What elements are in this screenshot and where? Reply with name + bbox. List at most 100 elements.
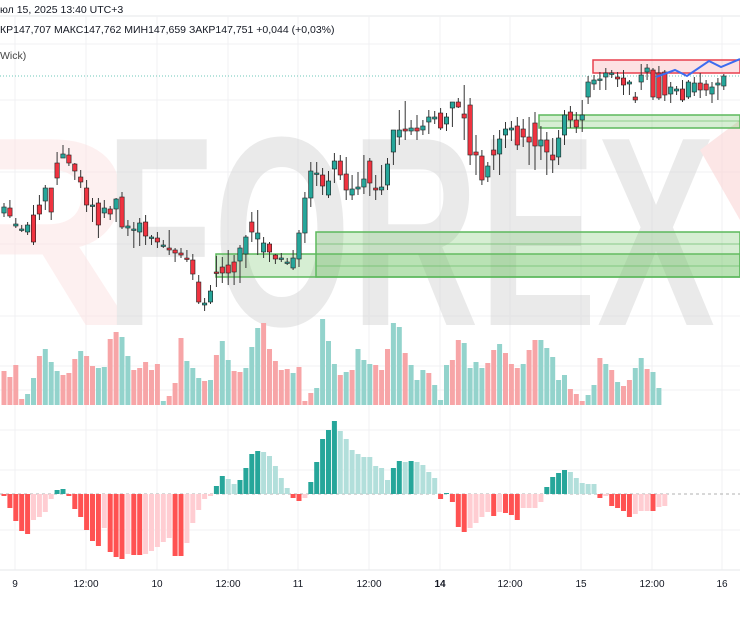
volume-bar — [656, 388, 662, 405]
histogram-bar — [66, 494, 72, 496]
volume-bar — [556, 380, 562, 405]
candle-body — [432, 116, 438, 120]
candle-body — [491, 149, 497, 156]
candle-body — [384, 163, 390, 186]
volume-bar — [314, 388, 320, 405]
histogram-bar — [196, 494, 202, 510]
candle-body — [379, 186, 385, 191]
histogram-bar — [213, 486, 219, 494]
volume-bar — [367, 364, 373, 405]
time-axis-label: 15 — [575, 579, 587, 590]
histogram-bar — [184, 494, 190, 543]
volume-bar — [497, 344, 503, 405]
candle-body — [154, 237, 160, 243]
histogram-bar — [101, 494, 107, 528]
demand-zone — [315, 231, 740, 278]
volume-bar — [166, 396, 172, 405]
volume-bar — [503, 353, 508, 405]
candle-body — [426, 116, 432, 123]
histogram-bar — [314, 462, 320, 494]
volume-bar — [485, 363, 491, 405]
volume-bar — [143, 362, 149, 405]
volume-bar — [202, 381, 208, 405]
histogram-bar — [54, 490, 60, 494]
volume-bar — [36, 356, 42, 405]
candle-body — [266, 243, 272, 253]
candle-body — [650, 69, 656, 98]
volume-bar — [609, 370, 615, 405]
histogram-bar — [438, 494, 444, 499]
candle-body — [355, 186, 361, 190]
indicator-legend[interactable]: Wick) — [0, 50, 27, 62]
volume-bar — [196, 378, 202, 405]
candle-body — [125, 225, 131, 229]
candle-body — [691, 82, 697, 93]
histogram-bar — [60, 489, 66, 494]
histogram-bar — [514, 494, 520, 520]
histogram-bar — [355, 454, 361, 494]
volume-bar — [467, 368, 473, 405]
histogram-bar — [308, 482, 314, 494]
candle-body — [373, 187, 379, 191]
candle-body — [461, 113, 467, 119]
histogram-bar — [302, 494, 308, 498]
histogram-bar — [556, 473, 562, 494]
time-axis-label: 12:00 — [73, 579, 99, 590]
volume-bar — [78, 351, 84, 405]
histogram-bar — [296, 494, 302, 501]
time-axis-label: 12:00 — [356, 579, 382, 590]
histogram-bar — [609, 494, 615, 506]
histogram-bar — [621, 494, 626, 511]
candle-body — [196, 281, 202, 303]
histogram-bar — [597, 494, 603, 498]
candle-body — [325, 180, 331, 196]
histogram-bar — [449, 494, 455, 502]
volume-bar — [603, 364, 609, 405]
volume-bar — [1, 371, 7, 405]
candle-body — [508, 127, 514, 131]
candle-body — [520, 128, 526, 138]
volume-bar — [84, 356, 90, 405]
candle-body — [36, 204, 42, 215]
volume-bar — [432, 385, 438, 405]
candle-body — [585, 81, 591, 98]
histogram-bar — [208, 494, 213, 496]
volume-bar — [302, 401, 308, 405]
volume-bar — [343, 372, 349, 405]
candle-body — [172, 249, 178, 254]
histogram-bar — [278, 478, 284, 494]
histogram-bar — [662, 494, 668, 506]
candle-body — [137, 222, 143, 233]
histogram-bar — [550, 477, 556, 494]
candle-body — [349, 188, 355, 196]
candle-body — [561, 114, 567, 136]
volume-bar — [644, 369, 650, 405]
volume-bar — [90, 366, 95, 405]
candle-body — [308, 170, 314, 199]
candle-body — [337, 160, 343, 176]
time-axis-label: 14 — [434, 579, 446, 590]
volume — [1, 319, 662, 405]
volume-bar — [137, 368, 143, 405]
candle-body — [19, 228, 25, 231]
time-axis-label: 11 — [292, 579, 304, 590]
volume-bar — [585, 395, 591, 405]
volume-bar — [520, 364, 526, 405]
histogram-bar — [31, 494, 36, 520]
candle-body — [30, 214, 36, 243]
histogram-bar — [562, 470, 567, 494]
volume-bar — [479, 368, 485, 405]
candle-body — [84, 187, 90, 206]
histogram-bar — [567, 472, 573, 494]
volume-bar — [567, 389, 573, 405]
histogram-bar — [467, 494, 473, 528]
histogram-bar — [261, 452, 267, 494]
volume-bar — [243, 368, 249, 405]
volume-bar — [326, 341, 331, 405]
projection-path — [655, 58, 740, 78]
volume-bar — [131, 370, 137, 405]
volume-bar — [261, 323, 267, 405]
volume-bar — [107, 339, 113, 405]
candle-body — [632, 96, 638, 101]
